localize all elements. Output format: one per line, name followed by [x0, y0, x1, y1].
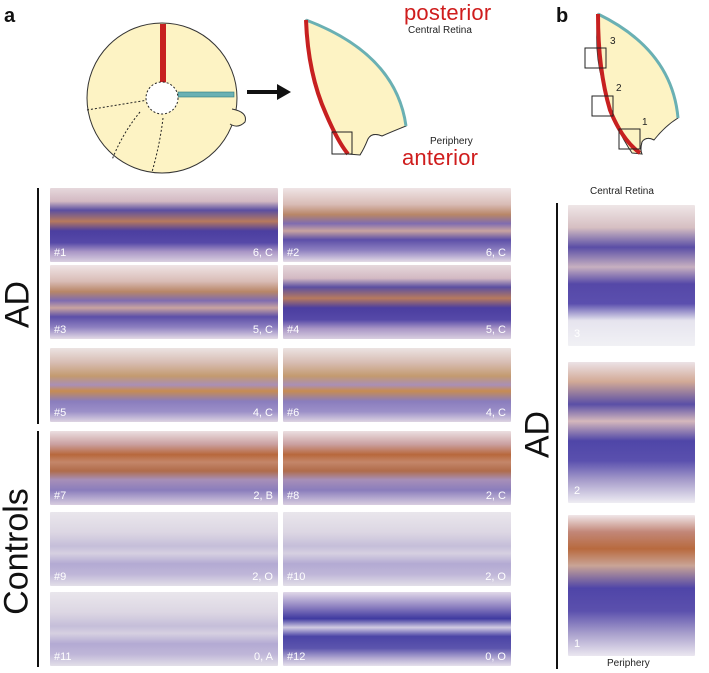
tile-number: #5 — [54, 407, 67, 419]
micrograph-tile: #12 0, O — [283, 592, 511, 666]
retina-section-diagram-b — [584, 12, 680, 155]
tile-score: 6, C — [252, 247, 273, 259]
ad-group-label-b: AD — [518, 410, 557, 459]
tile-number: #11 — [54, 651, 72, 663]
ad-group-label: AD — [0, 280, 37, 329]
micrograph-tile-b: 2 — [568, 362, 695, 503]
periphery-label-b: Periphery — [607, 658, 650, 669]
tile-number: #1 — [54, 247, 67, 259]
panel-a-letter: a — [4, 5, 16, 27]
micrograph-tile-b: 1 — [568, 515, 695, 656]
tile-score: 0, O — [485, 651, 506, 663]
anterior-label: anterior — [402, 145, 479, 170]
controls-group-label: Controls — [0, 488, 36, 615]
tile-number-b: 2 — [574, 485, 581, 497]
micrograph-tile: #6 4, C — [283, 348, 511, 422]
tile-score: 4, C — [485, 407, 506, 419]
tile-score: 2, C — [485, 490, 506, 502]
tile-score: 5, C — [485, 324, 506, 336]
periphery-label-a: Periphery — [430, 136, 473, 147]
micrograph-tile: #10 2, O — [283, 512, 511, 586]
tile-score: 6, C — [485, 247, 506, 259]
ad-group-bar-b — [556, 203, 558, 669]
tile-number: #10 — [287, 571, 306, 583]
micrograph-tile: #1 6, C — [50, 188, 278, 262]
tile-number: #12 — [287, 651, 306, 663]
retina-section-diagram — [304, 18, 408, 156]
micrograph-tile: #8 2, C — [283, 431, 511, 505]
box-label-1: 1 — [642, 117, 648, 128]
central-retina-label-a: Central Retina — [408, 25, 472, 36]
arrow-icon — [247, 84, 291, 100]
tile-number: #2 — [287, 247, 300, 259]
micrograph-tile: #3 5, C — [50, 265, 278, 339]
controls-group-bar — [37, 431, 39, 667]
tile-score: 2, O — [485, 571, 506, 583]
central-retina-label-b: Central Retina — [590, 186, 654, 197]
tile-number-b: 1 — [574, 638, 581, 650]
box-label-3: 3 — [610, 36, 616, 47]
tile-score: 4, C — [252, 407, 273, 419]
tile-score: 2, B — [253, 490, 273, 502]
micrograph-tile: #11 0, A — [50, 592, 278, 666]
tile-number: #3 — [54, 324, 67, 336]
micrograph-tile: #2 6, C — [283, 188, 511, 262]
micrograph-tile: #4 5, C — [283, 265, 511, 339]
micrograph-tile: #5 4, C — [50, 348, 278, 422]
posterior-label: posterior — [404, 0, 492, 25]
tile-number: #8 — [287, 490, 300, 502]
tile-number: #7 — [54, 490, 67, 502]
micrograph-tile-b: 3 — [568, 205, 695, 346]
tile-number: #4 — [287, 324, 300, 336]
tile-score: 2, O — [252, 571, 273, 583]
ad-group-bar — [37, 188, 39, 424]
eye-cup-diagram — [86, 22, 246, 174]
tile-number-b: 3 — [574, 328, 581, 340]
tile-number: #9 — [54, 571, 67, 583]
micrograph-tile: #9 2, O — [50, 512, 278, 586]
tile-score: 0, A — [254, 651, 273, 663]
panel-b-letter: b — [556, 5, 569, 27]
micrograph-tile: #7 2, B — [50, 431, 278, 505]
box-label-2: 2 — [616, 83, 622, 94]
tile-number: #6 — [287, 407, 300, 419]
tile-score: 5, C — [252, 324, 273, 336]
